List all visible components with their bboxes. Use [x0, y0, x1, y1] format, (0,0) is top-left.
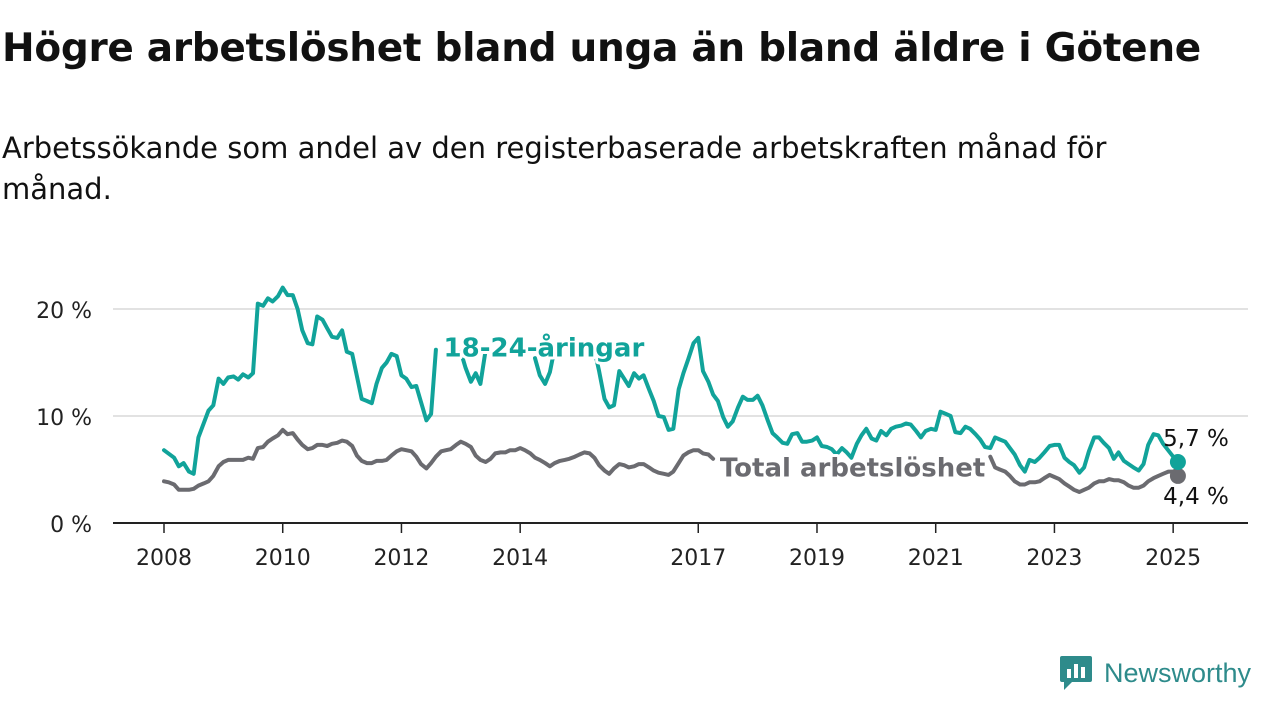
x-tick-label: 2017 — [670, 546, 726, 571]
x-tick-label: 2019 — [789, 546, 845, 571]
chart-labels: 5,7 % 4,4 % 18-24-åringar Total arbetslöshe… — [441, 329, 1229, 510]
series-label-youth: 18-24-åringar — [444, 332, 645, 364]
series-line-youth — [533, 346, 557, 386]
series-line-total — [988, 454, 1180, 494]
x-tick-label: 2021 — [908, 546, 964, 571]
newsworthy-chart-icon — [1060, 656, 1092, 690]
x-tick-label: 2012 — [373, 546, 429, 571]
newsworthy-logo: Newsworthy — [1058, 654, 1251, 692]
series-line-total — [162, 427, 716, 492]
brand-name: Newsworthy — [1104, 657, 1252, 688]
page-subtitle: Arbetssökande som andel av den registerb… — [2, 131, 1107, 206]
x-tick-label: 2023 — [1026, 546, 1082, 571]
end-point-total — [1169, 467, 1186, 484]
page-title: Högre arbetslöshet bland unga än bland ä… — [2, 26, 1201, 71]
end-point-youth — [1169, 454, 1186, 471]
axes: 0 % 10 % 20 % 2008 2010 2012 2014 2017 2019 2021 2… — [36, 299, 1248, 571]
x-tick-label: 2014 — [492, 546, 548, 571]
gridlines — [113, 308, 1248, 417]
series-line-youth — [592, 335, 1180, 475]
series-label-total: Total arbetslöshet — [720, 453, 985, 483]
x-tick-label: 2010 — [255, 546, 311, 571]
series-lines — [162, 285, 1186, 494]
series-line-youth — [162, 285, 438, 476]
line-chart: 0 % 10 % 20 % 2008 2010 2012 2014 2017 2019 2021 2… — [36, 285, 1248, 571]
y-tick-label: 0 % — [50, 513, 92, 538]
y-tick-label: 10 % — [36, 406, 92, 431]
end-label-total: 4,4 % — [1163, 484, 1229, 510]
x-tick-label: 2025 — [1145, 546, 1201, 571]
x-tick-label: 2008 — [136, 546, 192, 571]
series-line-youth — [458, 347, 488, 386]
end-label-youth: 5,7 % — [1163, 426, 1229, 452]
y-tick-label: 20 % — [36, 299, 92, 324]
